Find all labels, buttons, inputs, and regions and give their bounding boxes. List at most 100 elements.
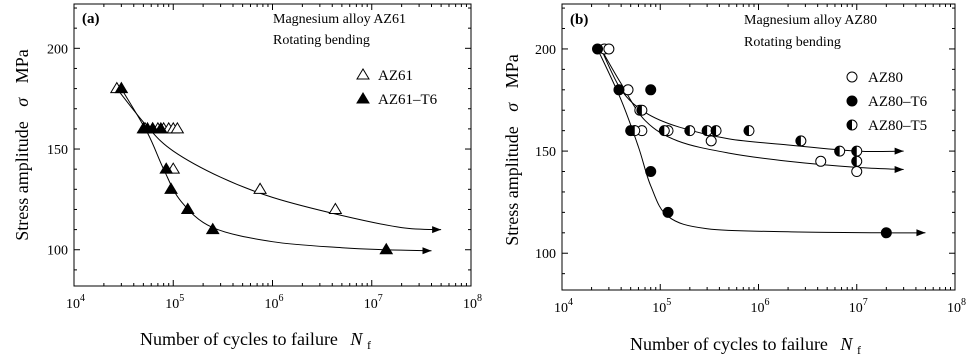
x-tick-label: 108 bbox=[463, 293, 482, 312]
data-point bbox=[658, 125, 670, 137]
svg-text:Stress amplitude σ: Stress amplitude σ MPa bbox=[12, 49, 32, 240]
legend: AZ61 AZ61–T6 bbox=[356, 68, 438, 108]
data-point bbox=[880, 227, 892, 239]
x-tick-label: 105 bbox=[652, 297, 671, 316]
x-tick-label: 107 bbox=[849, 297, 868, 316]
y-axis-title: Stress amplitude bbox=[502, 126, 522, 246]
legend-label: AZ61–T6 bbox=[378, 92, 438, 108]
curve-arrowhead bbox=[894, 147, 904, 155]
data-point bbox=[795, 135, 807, 147]
marker-fill bbox=[851, 146, 857, 157]
y-tick-label: 200 bbox=[47, 42, 68, 57]
marker-fill bbox=[834, 146, 840, 157]
x-tick-exponent: 7 bbox=[863, 297, 868, 308]
data-point bbox=[684, 125, 696, 137]
x-axis-symbol: N bbox=[839, 334, 853, 354]
tick-labels: 104 105 106 107 108 100 150 200 bbox=[535, 43, 966, 316]
marker-fill bbox=[795, 135, 801, 146]
y-axis-label: Stress amplitude σ MPa bbox=[502, 54, 522, 245]
x-tick-label: 106 bbox=[265, 293, 284, 312]
marker-fill bbox=[851, 156, 857, 167]
data-point bbox=[851, 145, 863, 157]
marker-fill bbox=[629, 125, 635, 136]
fit-curve bbox=[116, 88, 442, 231]
x-tick-exponent: 7 bbox=[378, 293, 383, 304]
marker-fill bbox=[847, 120, 852, 130]
data-point bbox=[743, 125, 755, 137]
svg-text:Stress amplitude σ: Stress amplitude σ MPa bbox=[502, 54, 522, 245]
y-tick-label: 100 bbox=[47, 244, 68, 259]
data-point bbox=[834, 145, 846, 157]
y-axis-symbol: σ bbox=[502, 102, 522, 112]
data-point bbox=[705, 135, 717, 147]
marker-fill bbox=[684, 125, 690, 136]
curve-arrowhead bbox=[894, 165, 904, 173]
legend-marker bbox=[846, 71, 858, 83]
y-tick-label: 200 bbox=[535, 43, 556, 58]
data-point bbox=[253, 182, 267, 194]
legend-label: AZ80–T5 bbox=[868, 118, 927, 134]
fit-curve bbox=[597, 48, 926, 234]
data-point bbox=[379, 242, 394, 255]
annotation-line-1: Magnesium alloy AZ61 bbox=[273, 12, 406, 27]
curve-arrowhead bbox=[432, 226, 442, 234]
curve-arrowhead bbox=[916, 229, 926, 237]
data-point bbox=[815, 155, 827, 167]
data-point bbox=[592, 43, 604, 55]
data-point bbox=[603, 43, 615, 55]
legend-item: AZ80–T5 bbox=[846, 118, 927, 134]
data-point bbox=[662, 206, 674, 218]
data-markers bbox=[109, 81, 394, 255]
legend-marker bbox=[356, 92, 370, 104]
data-point bbox=[114, 81, 129, 94]
svg-text:Number of cycles to failure: Number of cycles to failure N f bbox=[630, 334, 861, 357]
legend-item: AZ80–T6 bbox=[846, 94, 928, 110]
data-point bbox=[328, 202, 343, 214]
x-tick-exponent: 8 bbox=[961, 297, 966, 308]
panel-label: (b) bbox=[570, 12, 588, 28]
marker-fill bbox=[702, 125, 708, 136]
data-point bbox=[622, 84, 634, 96]
x-tick-label: 105 bbox=[165, 293, 184, 312]
tick-labels: 104 105 106 107 108 100 150 200 bbox=[47, 42, 482, 312]
y-axis-unit: MPa bbox=[12, 49, 32, 83]
x-tick-exponent: 6 bbox=[765, 297, 770, 308]
legend: AZ80 AZ80–T6 AZ80–T5 bbox=[846, 70, 928, 134]
legend-marker bbox=[846, 95, 858, 107]
chart-panel-a: 104 105 106 107 108 100 150 200 (a) Magnesium a… bbox=[12, 3, 482, 352]
marker-fill bbox=[711, 125, 717, 136]
legend-marker bbox=[356, 68, 370, 80]
data-markers bbox=[592, 43, 892, 239]
axis-ticks bbox=[73, 4, 472, 286]
y-tick-label: 100 bbox=[535, 247, 556, 262]
x-axis-title: Number of cycles to failure bbox=[140, 329, 338, 349]
curve-arrowhead bbox=[422, 247, 432, 255]
fit-curve bbox=[600, 48, 904, 153]
x-tick-exponent: 5 bbox=[666, 297, 671, 308]
y-axis-title: Stress amplitude bbox=[12, 121, 32, 241]
marker-fill bbox=[743, 125, 749, 136]
data-point bbox=[164, 182, 178, 194]
x-axis-title: Number of cycles to failure bbox=[630, 334, 828, 354]
axis-ticks bbox=[561, 4, 956, 290]
legend-marker bbox=[846, 119, 858, 131]
data-point bbox=[613, 84, 625, 96]
data-point bbox=[851, 155, 863, 167]
x-tick-label: 108 bbox=[947, 297, 966, 316]
data-point bbox=[205, 222, 220, 235]
data-point bbox=[851, 166, 863, 178]
x-tick-label: 107 bbox=[364, 293, 383, 312]
y-axis-label: Stress amplitude σ MPa bbox=[12, 49, 32, 240]
legend-label: AZ80 bbox=[868, 70, 903, 86]
data-point bbox=[645, 166, 657, 178]
x-tick-exponent: 4 bbox=[568, 297, 573, 308]
panel-label: (a) bbox=[82, 11, 100, 27]
data-point bbox=[629, 125, 641, 137]
x-tick-label: 104 bbox=[66, 293, 85, 312]
legend-item: AZ80 bbox=[846, 70, 903, 86]
annotation-line-1: Magnesium alloy AZ80 bbox=[744, 13, 877, 28]
x-axis-label: Number of cycles to failure N f bbox=[140, 329, 371, 352]
x-tick-exponent: 5 bbox=[179, 293, 184, 304]
x-axis-symbol: N bbox=[349, 329, 363, 349]
